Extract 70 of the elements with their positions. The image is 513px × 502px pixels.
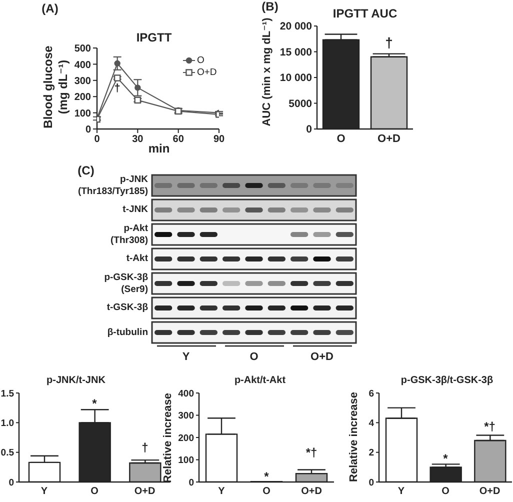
y-tick-label: 300 xyxy=(178,410,194,422)
chart-title: p-JNK/t-JNK xyxy=(46,374,106,388)
y-tick-label: 20 000 xyxy=(280,20,312,33)
annotation: *† xyxy=(484,420,496,434)
x-tick-label: O+D xyxy=(134,486,156,498)
chart-title: p-GSK-3β/t-GSK-3β xyxy=(400,374,494,388)
y-tick-label: 400 xyxy=(74,60,92,71)
x-axis-title: min xyxy=(148,142,170,156)
category-label: Y xyxy=(182,351,190,365)
x-tick-label: O xyxy=(442,486,450,498)
x-tick-label: 90 xyxy=(213,134,225,146)
annotation: * xyxy=(443,452,448,466)
y-tick-label: 400 xyxy=(178,388,194,400)
category-label: O xyxy=(250,351,258,365)
y-tick-label: 200 xyxy=(74,92,92,104)
y-tick-label: 0 xyxy=(188,477,194,488)
category-label: β-tubulin xyxy=(107,326,148,338)
y-axis-title: AUC (min x mg dL⁻¹) xyxy=(261,18,274,126)
y-axis-title: Blood glucose (mg dL⁻¹) xyxy=(41,46,71,128)
y-tick-label: 100 xyxy=(74,108,92,120)
y-tick-label: 0.5 xyxy=(0,448,15,459)
x-tick-label: O+D xyxy=(301,486,322,498)
annotation: † xyxy=(385,34,393,52)
category-label: t-Akt xyxy=(126,253,148,264)
text: (B) xyxy=(262,0,278,14)
y-tick-label: 1.0 xyxy=(0,418,14,430)
y-tick-label: 5000 xyxy=(288,98,312,110)
annotation: † xyxy=(142,440,148,456)
category-label: t-GSK-3β xyxy=(106,302,148,313)
x-tick-label: O+D xyxy=(479,486,500,498)
chart-title: IPGTT xyxy=(136,30,172,46)
y-tick-label: 4 xyxy=(368,418,375,430)
x-tick-label: 60 xyxy=(172,134,184,146)
y-tick-label: 0 xyxy=(8,477,14,488)
y-tick-label: 2 xyxy=(368,448,374,459)
x-tick-label: Y xyxy=(218,486,226,498)
annotation: † xyxy=(114,82,120,94)
x-tick-label: O xyxy=(336,132,346,145)
chart-title: p-Akt/t-Akt xyxy=(234,374,286,388)
y-tick-label: 100 xyxy=(178,455,194,466)
y-tick-label: 10 000 xyxy=(280,72,312,84)
y-tick-label: 500 xyxy=(74,44,92,55)
x-tick-label: 0 xyxy=(94,134,100,146)
y-tick-label: 1.5 xyxy=(0,388,15,400)
y-axis-title: Relative increase xyxy=(348,392,362,482)
y-tick-label: 0 xyxy=(85,124,92,136)
y-tick-label: 6 xyxy=(368,388,374,400)
x-tick-label: 30 xyxy=(132,134,144,146)
text: (A) xyxy=(42,2,58,16)
y-tick-label: 200 xyxy=(178,432,194,444)
legend-label: O+D xyxy=(197,66,217,78)
category-label: p-Akt (Thr308) xyxy=(110,222,148,246)
y-tick-label: 15 000 xyxy=(280,46,312,58)
y-axis-title: Relative increase xyxy=(162,393,176,483)
y-tick-label: 0 xyxy=(368,477,374,488)
x-tick-label: Y xyxy=(40,486,48,498)
y-tick-label: 0 xyxy=(306,124,312,136)
x-tick-label: O xyxy=(90,486,99,498)
category-label: O+D xyxy=(310,351,334,365)
annotation: * xyxy=(264,470,269,484)
x-tick-label: O xyxy=(262,486,271,498)
chart-title: IPGTT AUC xyxy=(332,6,398,22)
category-label: t-JNK xyxy=(122,204,148,215)
x-tick-label: Y xyxy=(398,486,405,498)
category-label: p-GSK-3β (Ser9) xyxy=(104,272,148,294)
annotation: * xyxy=(92,396,97,412)
annotation: *† xyxy=(306,446,318,460)
y-tick-label: 300 xyxy=(74,76,92,87)
legend-label: O xyxy=(197,55,204,66)
x-tick-label: O+D xyxy=(378,132,401,145)
